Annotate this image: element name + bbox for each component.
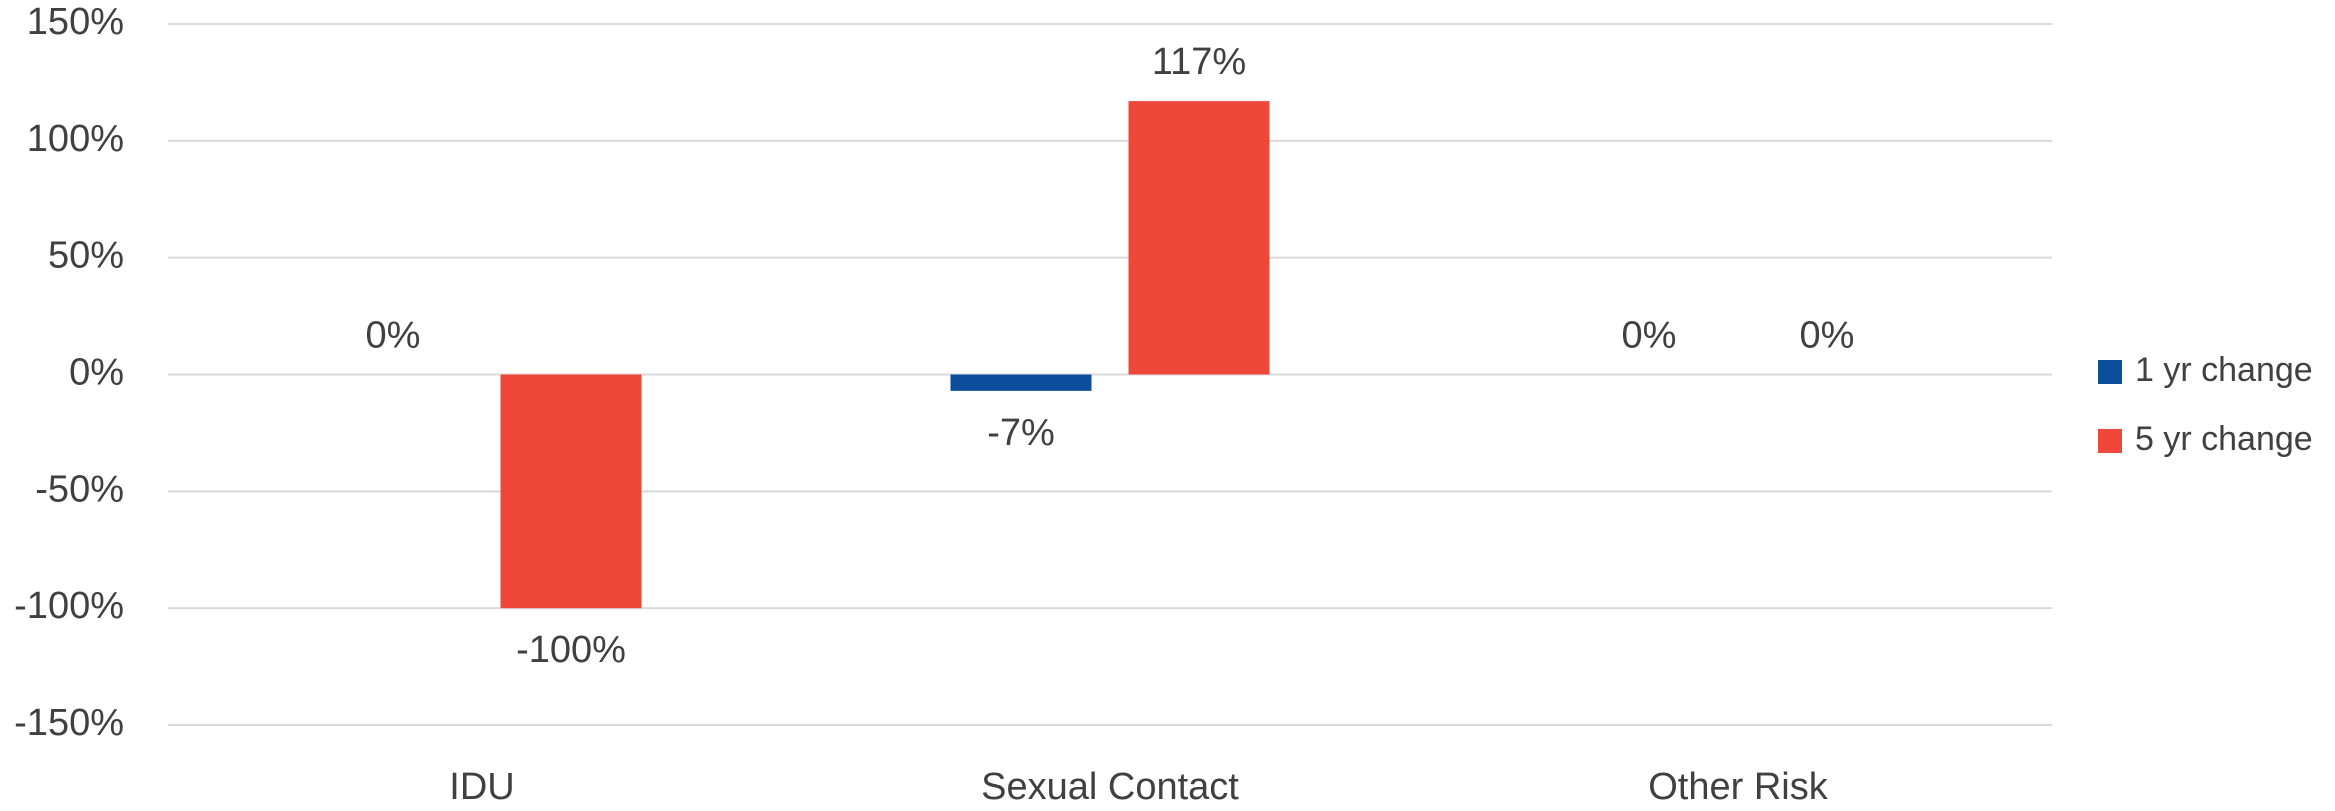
bar xyxy=(1128,101,1270,375)
value-label: -100% xyxy=(516,629,626,671)
y-tick-label: -150% xyxy=(14,702,124,744)
value-label: 0% xyxy=(1622,315,1677,357)
y-tick-label: 0% xyxy=(69,352,124,394)
bar xyxy=(950,374,1092,391)
y-tick-label: 150% xyxy=(27,1,124,43)
value-label: -7% xyxy=(987,412,1055,454)
x-tick-label: Other Risk xyxy=(1648,766,1828,808)
y-tick-label: 100% xyxy=(27,118,124,160)
y-tick-label: -50% xyxy=(35,468,124,510)
x-tick-label: IDU xyxy=(449,766,514,808)
bar xyxy=(500,374,642,609)
legend-swatch xyxy=(2098,360,2122,384)
y-tick-label: -100% xyxy=(14,585,124,627)
value-label: 0% xyxy=(1800,315,1855,357)
x-tick-label: Sexual Contact xyxy=(981,766,1239,808)
value-label: 117% xyxy=(1152,41,1246,83)
y-tick-label: 50% xyxy=(48,235,124,277)
legend-label: 5 yr change xyxy=(2135,420,2313,458)
value-label: 0% xyxy=(366,315,421,357)
legend-label: 1 yr change xyxy=(2135,351,2313,389)
legend-swatch xyxy=(2098,429,2122,453)
